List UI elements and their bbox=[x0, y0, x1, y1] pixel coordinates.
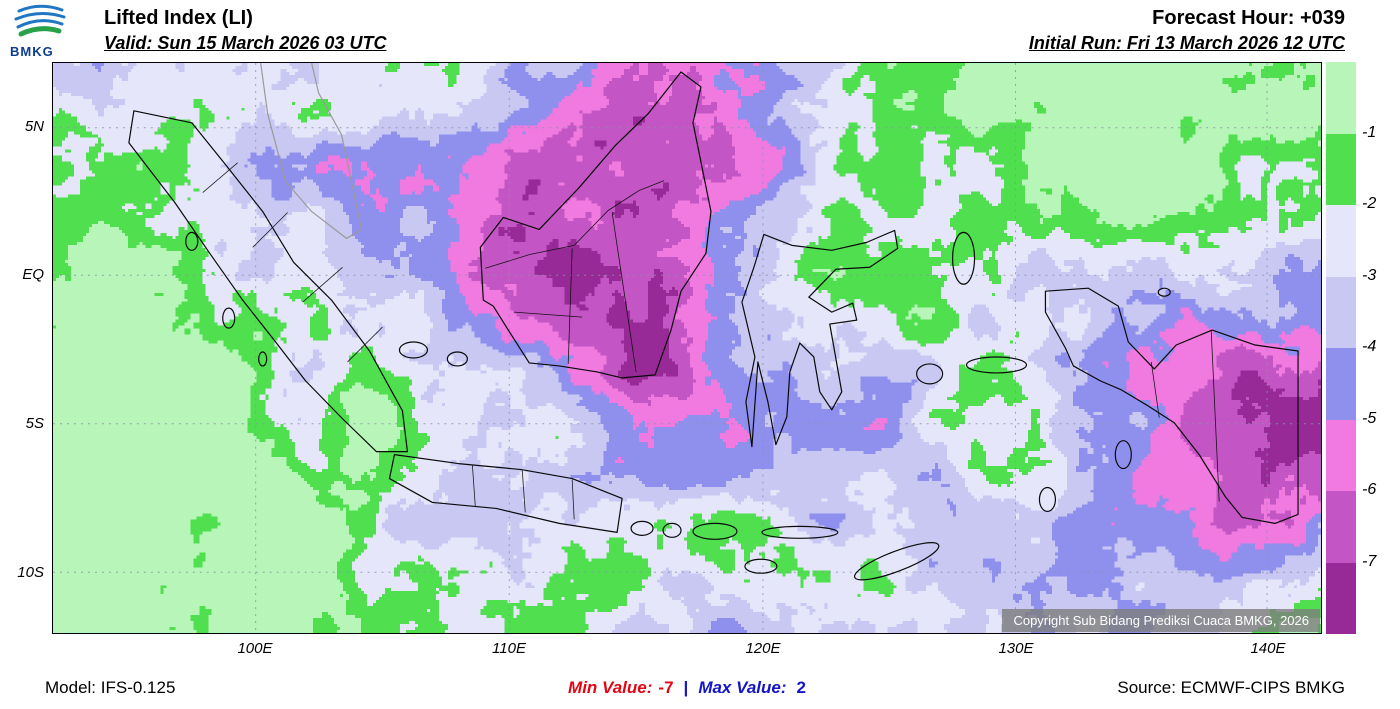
source-label: Source: ECMWF-CIPS BMKG bbox=[1117, 678, 1345, 697]
legend-swatch-3 bbox=[1326, 276, 1356, 348]
lon-tick-140e: 140E bbox=[1250, 640, 1286, 657]
aru-island bbox=[1114, 440, 1132, 470]
lon-tick-130e: 130E bbox=[998, 640, 1034, 657]
bmkg-logo-icon bbox=[14, 4, 66, 37]
sumatra-outline bbox=[128, 110, 409, 453]
papua-outline bbox=[1044, 287, 1299, 524]
legend-swatch-7 bbox=[1326, 562, 1356, 634]
pagai-island bbox=[258, 351, 268, 367]
lifted-index-field-canvas bbox=[53, 63, 1321, 633]
legend-tick-1: -1 bbox=[1362, 124, 1377, 141]
sulawesi-outline bbox=[741, 229, 899, 448]
seram-island bbox=[965, 356, 1028, 374]
legend-tick-6: -6 bbox=[1362, 481, 1377, 498]
legend-swatch-5 bbox=[1326, 419, 1356, 491]
legend-swatch-2 bbox=[1326, 205, 1356, 277]
lon-tick-100e: 100E bbox=[237, 640, 273, 657]
legend-swatch-4 bbox=[1326, 348, 1356, 420]
sumba-island bbox=[744, 558, 778, 574]
lombok-island bbox=[662, 522, 682, 538]
java-outline bbox=[388, 454, 623, 533]
valid-time-label: Valid: Sun 15 March 2026 03 UTC bbox=[104, 33, 387, 53]
indonesia-coastlines bbox=[128, 71, 1299, 581]
model-label: Model: IFS-0.125 bbox=[45, 678, 176, 697]
max-value: 2 bbox=[796, 678, 806, 697]
legend-tick-4: -4 bbox=[1362, 338, 1377, 355]
nias-island bbox=[185, 231, 199, 251]
biak-island bbox=[1157, 287, 1171, 297]
legend-tick-3: -3 bbox=[1362, 267, 1377, 284]
initial-run-label: Initial Run: Fri 13 March 2026 12 UTC bbox=[1028, 33, 1345, 53]
bali-island bbox=[630, 520, 654, 536]
foreign-coastlines bbox=[260, 63, 363, 240]
bmkg-logo-text: BMKG bbox=[10, 44, 54, 59]
legend-tick-2: -2 bbox=[1362, 195, 1377, 212]
max-value-label: Max Value: bbox=[698, 678, 787, 697]
timor-island bbox=[853, 542, 940, 581]
forecast-hour-label: Forecast Hour: +039 bbox=[1152, 7, 1345, 29]
province-boundaries bbox=[202, 162, 1220, 520]
borneo-outline bbox=[479, 71, 712, 379]
halmahera-island bbox=[951, 231, 976, 285]
legend-tick-5: -5 bbox=[1362, 410, 1377, 427]
bmkg-logo: BMKG bbox=[10, 2, 98, 59]
lon-tick-110e: 110E bbox=[492, 640, 526, 657]
min-value: -7 bbox=[658, 678, 674, 697]
legend-swatch-6 bbox=[1326, 491, 1356, 563]
minmax-value-bar: Min Value: -7 | Max Value: 2 bbox=[0, 678, 1374, 698]
legend-swatch-1 bbox=[1326, 133, 1356, 205]
colorbar-legend bbox=[1326, 62, 1356, 634]
sumbawa-island bbox=[692, 522, 738, 540]
legend-swatch-0 bbox=[1326, 62, 1356, 134]
lon-tick-120e: 120E bbox=[745, 640, 781, 657]
lat-tick-5n: 5N bbox=[24, 118, 44, 135]
lat-tick-5s: 5S bbox=[25, 415, 44, 432]
minmax-separator: | bbox=[683, 678, 689, 697]
page-title: Lifted Index (LI) bbox=[104, 7, 253, 29]
bangka-island bbox=[398, 341, 429, 359]
belitung-island bbox=[446, 351, 468, 367]
buru-island bbox=[916, 363, 944, 385]
map-overlay bbox=[53, 63, 1321, 633]
tanimbar-island bbox=[1038, 486, 1057, 513]
min-value-label: Min Value: bbox=[568, 678, 653, 697]
flores-island bbox=[761, 525, 839, 539]
lat-tick-eq: EQ bbox=[22, 266, 44, 283]
legend-tick-7: -7 bbox=[1362, 553, 1377, 570]
graticule-gridlines bbox=[53, 63, 1321, 633]
lat-tick-10s: 10S bbox=[17, 564, 44, 581]
map-plot-area: Copyright Sub Bidang Prediksi Cuaca BMKG… bbox=[52, 62, 1322, 634]
copyright-watermark: Copyright Sub Bidang Prediksi Cuaca BMKG… bbox=[1002, 609, 1320, 632]
siberut-island bbox=[222, 307, 236, 329]
